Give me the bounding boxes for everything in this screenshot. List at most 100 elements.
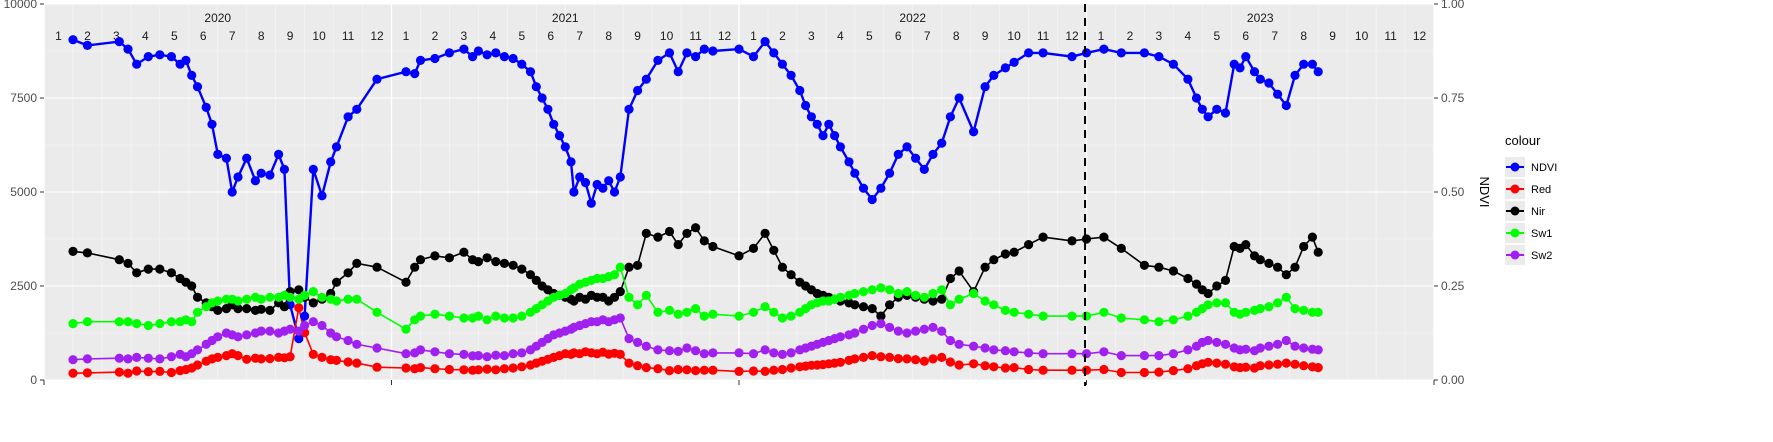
point-ndvi <box>187 70 197 80</box>
point-red <box>769 365 779 375</box>
point-ndvi <box>473 46 483 56</box>
point-sw1 <box>1220 298 1231 308</box>
point-nir <box>734 251 744 261</box>
point-sw2 <box>1183 345 1193 355</box>
point-sw2 <box>132 352 142 362</box>
point-nir <box>68 246 78 256</box>
month-label: 12 <box>718 29 732 43</box>
point-ndvi <box>569 187 579 197</box>
point-red <box>256 354 266 364</box>
month-label: 11 <box>342 29 355 43</box>
point-ndvi <box>468 52 478 62</box>
point-red <box>285 352 295 362</box>
month-label: 6 <box>895 29 902 43</box>
point-red <box>68 368 78 378</box>
point-nir <box>114 255 124 265</box>
point-ndvi <box>1183 74 1193 84</box>
point-ndvi <box>835 142 846 152</box>
point-red <box>867 351 877 361</box>
point-sw1 <box>682 307 692 317</box>
point-ndvi <box>531 82 541 92</box>
point-red <box>1273 359 1283 369</box>
point-sw2 <box>1241 344 1251 354</box>
month-label: 8 <box>953 29 960 43</box>
point-sw1 <box>1139 315 1149 325</box>
point-sw1 <box>499 313 509 323</box>
point-red <box>1203 357 1213 367</box>
point-ndvi <box>641 74 651 84</box>
point-red <box>473 365 483 375</box>
point-sw2 <box>300 320 310 331</box>
point-ndvi <box>415 55 426 65</box>
point-ndvi <box>885 168 895 178</box>
point-sw2 <box>499 351 509 361</box>
point-ndvi <box>801 100 811 111</box>
point-sw1 <box>928 288 938 299</box>
point-sw1 <box>937 285 947 295</box>
point-nir <box>633 260 643 270</box>
point-sw1 <box>919 292 929 302</box>
point-nir <box>187 281 197 291</box>
point-ndvi <box>410 69 420 79</box>
point-red <box>1313 363 1323 373</box>
point-red <box>372 362 382 372</box>
point-sw2 <box>1038 349 1048 359</box>
point-red <box>123 368 133 378</box>
point-sw1 <box>1273 298 1283 308</box>
point-ndvi <box>734 44 744 54</box>
point-nir <box>954 266 964 276</box>
point-sw1 <box>1038 311 1048 321</box>
point-sw1 <box>902 287 912 297</box>
point-sw2 <box>1273 339 1283 349</box>
y-left-tick-label: 10000 <box>4 0 38 11</box>
point-ndvi <box>233 172 243 182</box>
point-ndvi <box>1313 67 1323 77</box>
point-ndvi <box>166 52 176 62</box>
point-sw2 <box>777 349 788 359</box>
point-sw2 <box>969 341 979 351</box>
point-sw1 <box>68 319 78 329</box>
point-sw1 <box>1009 307 1019 317</box>
point-nir <box>352 258 362 268</box>
point-ndvi <box>554 131 565 141</box>
point-sw2 <box>1081 349 1092 359</box>
point-sw1 <box>1281 292 1291 302</box>
point-red <box>708 365 718 375</box>
point-ndvi <box>250 176 260 186</box>
point-nir <box>1168 266 1178 276</box>
month-labels: 1 2 3 4 5 6 7 8 9 10 11 12 1 2 3 4 5 6 7 8 9 10 11 12 1 2 3 4 5 6 7 8 9 1… <box>55 29 1426 43</box>
point-ndvi <box>795 85 805 96</box>
point-sw1 <box>1168 315 1178 325</box>
point-sw1 <box>1000 305 1011 315</box>
point-sw1 <box>155 319 165 329</box>
point-sw1 <box>517 311 527 321</box>
point-ndvi <box>928 149 938 159</box>
point-sw2 <box>166 352 176 362</box>
point-ndvi <box>575 172 585 182</box>
point-ndvi <box>256 168 266 178</box>
point-sw2 <box>1000 346 1011 356</box>
point-red <box>919 356 929 366</box>
point-ndvi <box>844 157 854 167</box>
point-ndvi <box>1307 59 1317 69</box>
point-ndvi <box>604 176 614 186</box>
point-ndvi <box>812 119 822 129</box>
point-sw2 <box>1264 341 1274 351</box>
month-label: 3 <box>808 29 815 43</box>
point-nir <box>410 262 420 272</box>
point-red <box>682 365 692 375</box>
point-nir <box>760 228 770 238</box>
point-sw1 <box>192 307 203 317</box>
point-ndvi <box>207 119 217 129</box>
point-ndvi <box>748 52 759 62</box>
y-right-tick-label: 0.25 <box>1441 279 1465 293</box>
point-ndvi <box>1099 44 1109 54</box>
point-ndvi <box>824 119 834 129</box>
point-ndvi <box>549 119 559 129</box>
point-sw1 <box>1154 317 1164 327</box>
point-sw1 <box>691 304 701 314</box>
point-red <box>155 366 165 376</box>
point-sw1 <box>187 317 197 327</box>
point-sw2 <box>835 332 846 342</box>
point-sw2 <box>1313 345 1323 355</box>
